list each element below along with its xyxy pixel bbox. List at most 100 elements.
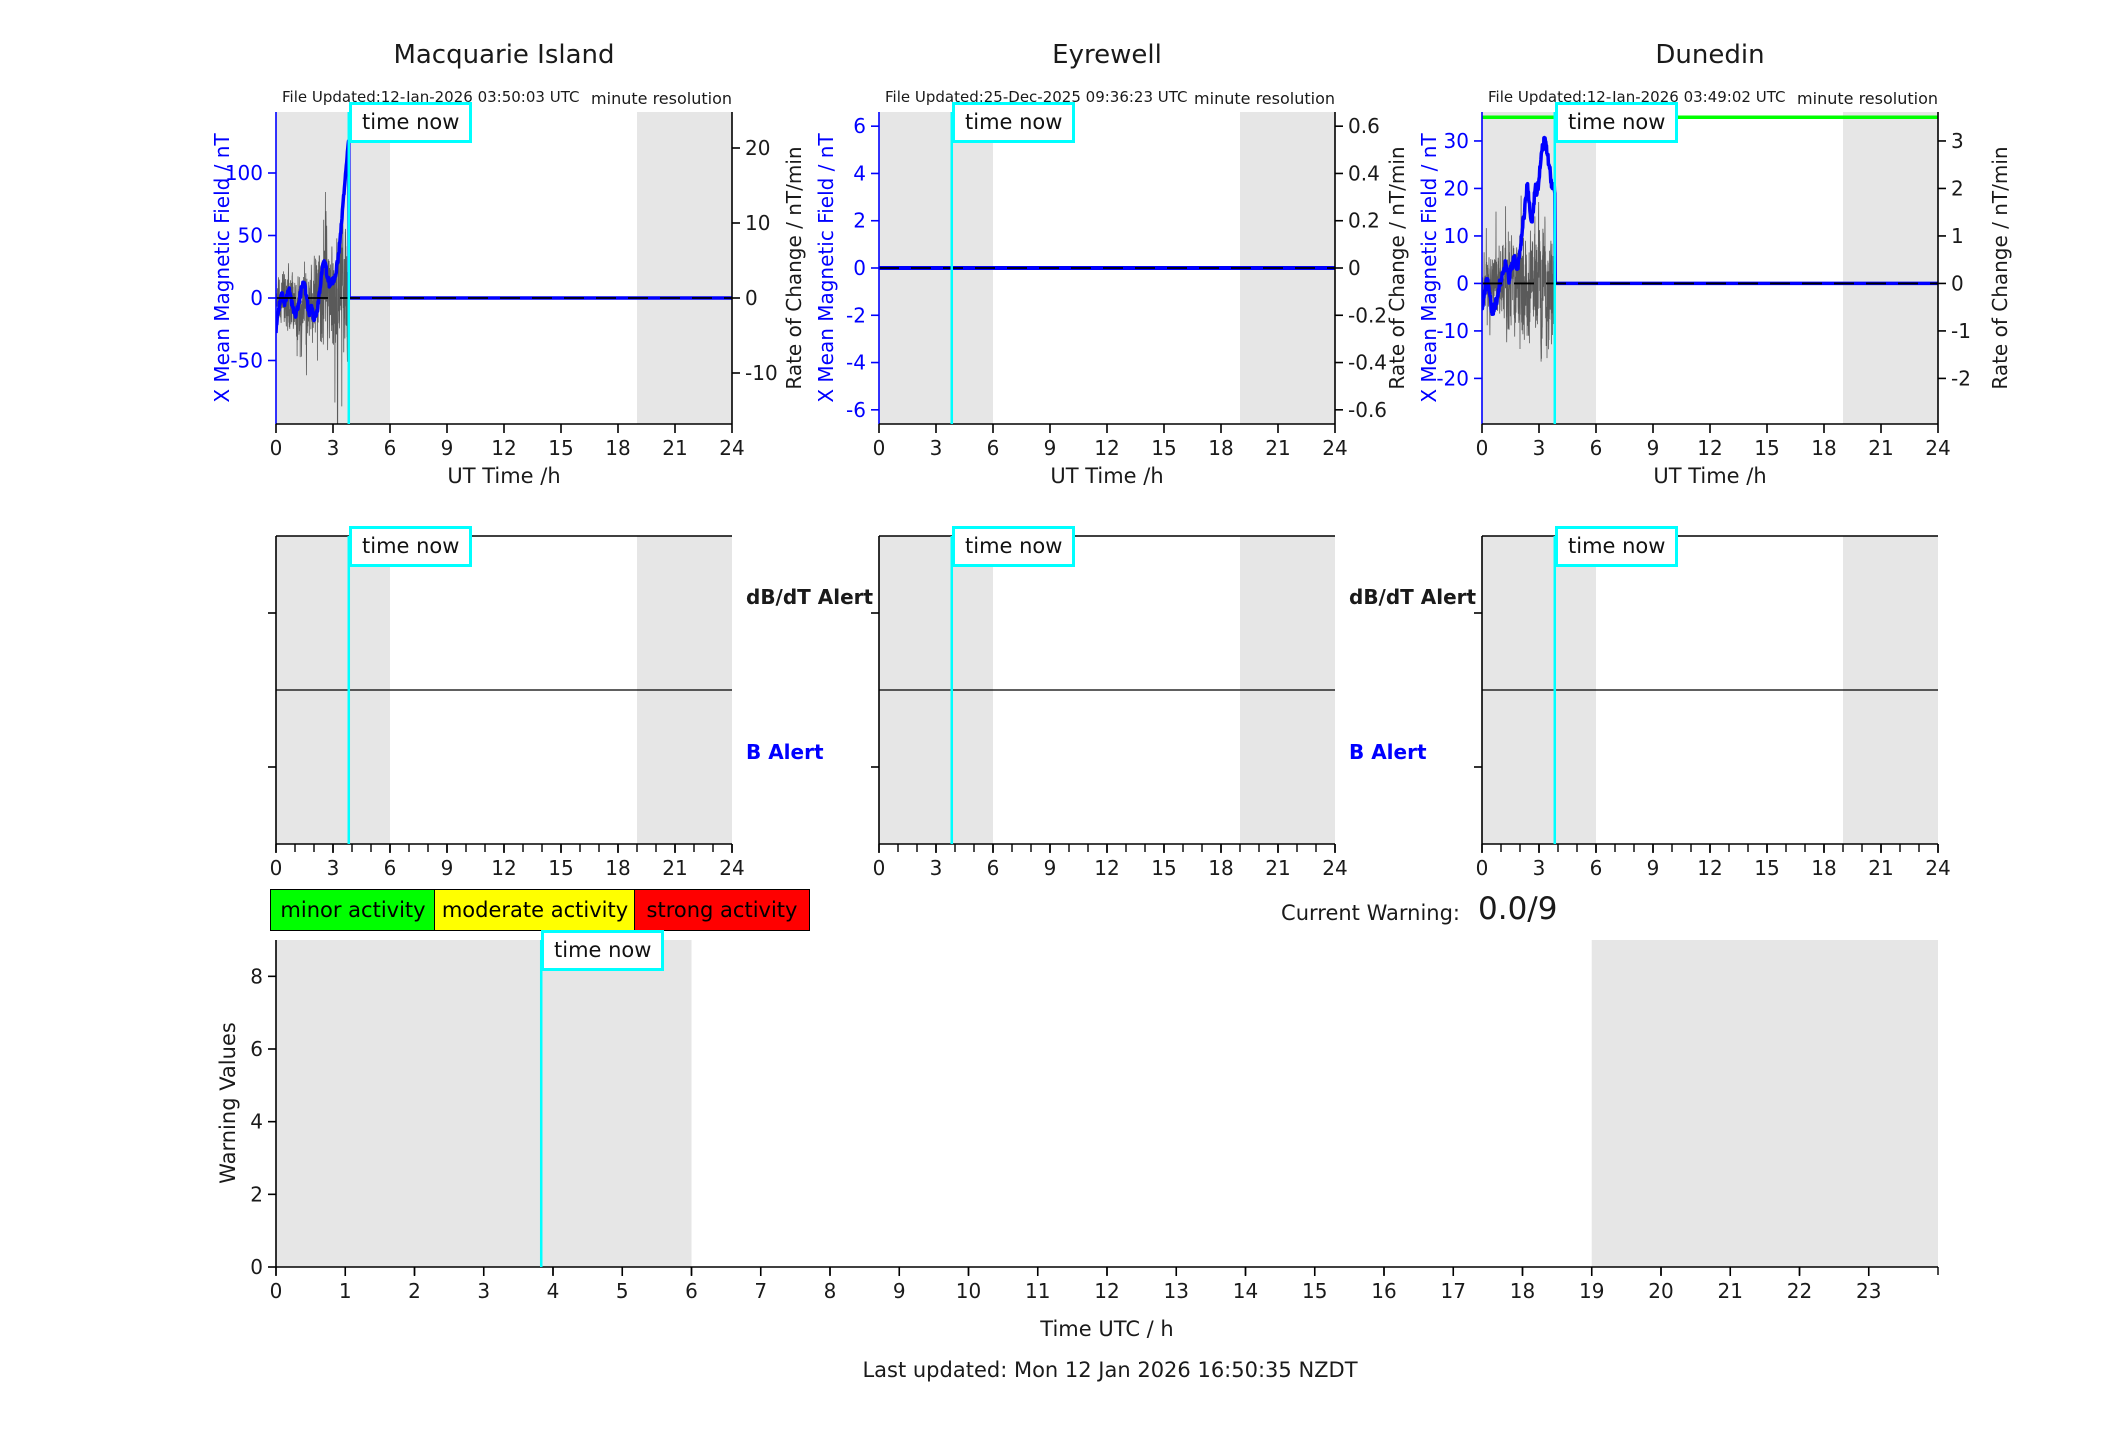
svg-text:12: 12 xyxy=(1094,1279,1119,1303)
svg-text:0: 0 xyxy=(270,1279,283,1303)
svg-text:12: 12 xyxy=(1697,856,1722,880)
station-title-macquarie: Macquarie Island xyxy=(393,40,615,70)
svg-text:3: 3 xyxy=(1533,856,1546,880)
svg-text:1: 1 xyxy=(339,1279,352,1303)
svg-text:15: 15 xyxy=(1754,436,1779,460)
svg-text:12: 12 xyxy=(1697,436,1722,460)
file-updated-macquarie: File Updated:12-Jan-2026 03:50:03 UTC xyxy=(282,88,580,106)
svg-text:12: 12 xyxy=(491,436,516,460)
file-updated-dunedin: File Updated:12-Jan-2026 03:49:02 UTC xyxy=(1488,88,1786,106)
svg-text:21: 21 xyxy=(662,856,687,880)
svg-text:24: 24 xyxy=(1925,436,1950,460)
left-axis-label-macquarie: X Mean Magnetic Field / nT xyxy=(210,133,234,403)
svg-text:24: 24 xyxy=(719,436,744,460)
right-axis-label-macquarie: Rate of Change / nT/min xyxy=(782,146,806,390)
svg-text:6: 6 xyxy=(250,1037,263,1061)
plot-dunedin-alert: 0 3 6 9 12 15 18 21 24 xyxy=(1474,535,1951,880)
svg-text:21: 21 xyxy=(1718,1279,1743,1303)
svg-text:16: 16 xyxy=(1371,1279,1396,1303)
time-now-box-macquarie-alert: time now xyxy=(349,526,473,568)
svg-text:9: 9 xyxy=(1647,856,1660,880)
svg-text:11: 11 xyxy=(1025,1279,1050,1303)
svg-text:-10: -10 xyxy=(1436,319,1469,343)
svg-text:18: 18 xyxy=(1208,856,1233,880)
current-warning-label: Current Warning: xyxy=(1281,901,1460,925)
x-axis-label-dunedin: UT Time /h xyxy=(1653,464,1767,488)
svg-text:6: 6 xyxy=(1590,436,1603,460)
svg-text:2: 2 xyxy=(408,1279,421,1303)
svg-text:21: 21 xyxy=(662,436,687,460)
svg-text:18: 18 xyxy=(605,436,630,460)
svg-text:0: 0 xyxy=(1348,256,1361,280)
svg-text:100: 100 xyxy=(225,161,263,185)
right-axis-label-dunedin: Rate of Change / nT/min xyxy=(1988,146,2012,390)
svg-text:1: 1 xyxy=(1951,224,1964,248)
svg-text:7: 7 xyxy=(754,1279,767,1303)
svg-text:0: 0 xyxy=(1476,856,1489,880)
station-title-dunedin: Dunedin xyxy=(1655,40,1765,70)
svg-text:-0.2: -0.2 xyxy=(1348,303,1387,327)
svg-text:23: 23 xyxy=(1856,1279,1881,1303)
last-updated-text: Last updated: Mon 12 Jan 2026 16:50:35 N… xyxy=(862,1358,1358,1382)
svg-text:8: 8 xyxy=(824,1279,837,1303)
svg-text:14: 14 xyxy=(1233,1279,1258,1303)
svg-text:0: 0 xyxy=(853,256,866,280)
svg-text:3: 3 xyxy=(930,856,943,880)
time-now-box-dunedin-alert: time now xyxy=(1555,526,1679,568)
svg-text:-2: -2 xyxy=(1951,366,1971,390)
file-updated-eyrewell: File Updated:25-Dec-2025 09:36:23 UTC xyxy=(885,88,1188,106)
svg-text:3: 3 xyxy=(327,436,340,460)
dbdt-alert-label-eyrewell: dB/dT Alert xyxy=(1349,585,1477,609)
svg-text:3: 3 xyxy=(1533,436,1546,460)
x-axis-label-eyrewell: UT Time /h xyxy=(1050,464,1164,488)
plot-macquarie-alert: 0 3 6 9 12 15 18 21 24 xyxy=(268,535,745,880)
legend-moderate-activity: moderate activity xyxy=(434,889,636,931)
svg-text:4: 4 xyxy=(547,1279,560,1303)
svg-text:20: 20 xyxy=(1648,1279,1673,1303)
svg-text:15: 15 xyxy=(1151,436,1176,460)
svg-text:21: 21 xyxy=(1868,856,1893,880)
left-axis-label-dunedin: X Mean Magnetic Field / nT xyxy=(1417,133,1441,403)
svg-text:24: 24 xyxy=(1322,436,1347,460)
svg-text:6: 6 xyxy=(384,436,397,460)
x-axis-label-macquarie: UT Time /h xyxy=(447,464,561,488)
svg-text:9: 9 xyxy=(441,856,454,880)
resolution-note-eyrewell: minute resolution xyxy=(1194,89,1335,108)
svg-text:3: 3 xyxy=(327,856,340,880)
svg-text:3: 3 xyxy=(1951,129,1964,153)
svg-text:5: 5 xyxy=(616,1279,629,1303)
svg-text:-0.4: -0.4 xyxy=(1348,351,1387,375)
svg-text:10: 10 xyxy=(745,211,770,235)
svg-text:0: 0 xyxy=(270,436,283,460)
svg-text:0: 0 xyxy=(250,1255,263,1279)
legend-minor-activity: minor activity xyxy=(270,889,436,931)
svg-text:0: 0 xyxy=(1456,271,1469,295)
svg-text:15: 15 xyxy=(548,856,573,880)
station-title-eyrewell: Eyrewell xyxy=(1052,40,1162,70)
svg-text:18: 18 xyxy=(1811,856,1836,880)
svg-text:-50: -50 xyxy=(230,349,263,373)
svg-text:2: 2 xyxy=(853,209,866,233)
svg-text:15: 15 xyxy=(1151,856,1176,880)
time-utc-axis-label: Time UTC / h xyxy=(1040,1317,1174,1341)
svg-text:2: 2 xyxy=(1951,176,1964,200)
time-now-box-warning-values: time now xyxy=(541,930,665,972)
svg-text:0.4: 0.4 xyxy=(1348,161,1380,185)
svg-text:21: 21 xyxy=(1868,436,1893,460)
current-warning-value: 0.0/9 xyxy=(1478,891,1558,927)
warning-values-axis-label: Warning Values xyxy=(216,1022,240,1184)
svg-text:9: 9 xyxy=(1647,436,1660,460)
resolution-note-dunedin: minute resolution xyxy=(1797,89,1938,108)
svg-text:3: 3 xyxy=(477,1279,490,1303)
svg-text:6: 6 xyxy=(987,856,1000,880)
svg-text:18: 18 xyxy=(1510,1279,1535,1303)
svg-text:-20: -20 xyxy=(1436,366,1469,390)
b-alert-label-macquarie: B Alert xyxy=(746,740,824,764)
svg-text:12: 12 xyxy=(491,856,516,880)
svg-text:8: 8 xyxy=(250,964,263,988)
svg-text:10: 10 xyxy=(1444,224,1469,248)
svg-text:0: 0 xyxy=(873,436,886,460)
